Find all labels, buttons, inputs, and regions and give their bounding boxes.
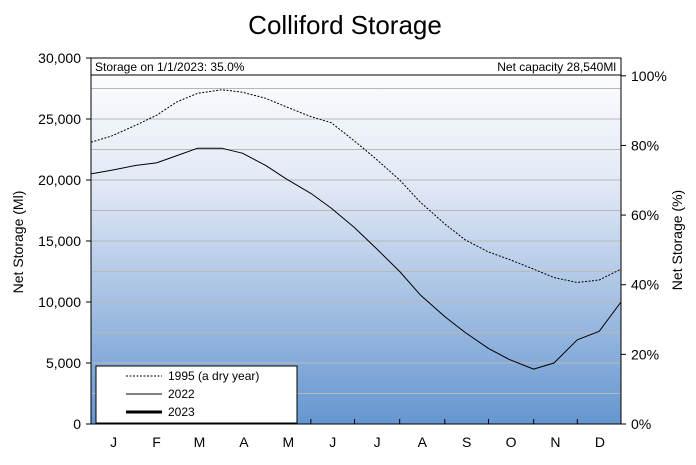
annotation-start-storage: Storage on 1/1/2023: 35.0% [95, 60, 245, 74]
month-label: A [418, 434, 428, 450]
month-label: D [595, 434, 605, 450]
right-tick-label: 60% [631, 207, 659, 223]
legend-label-2023: 2023 [168, 405, 195, 419]
legend-label-2022: 2022 [168, 387, 195, 401]
month-label: J [374, 434, 381, 450]
right-tick-label: 100% [631, 68, 667, 84]
month-label: M [282, 434, 294, 450]
month-label: A [239, 434, 249, 450]
left-tick-label: 0 [73, 416, 81, 432]
month-label: F [152, 434, 161, 450]
right-axis-ticks: 0% 20% 40% 60% 80% 100% [621, 68, 667, 432]
month-label: N [550, 434, 560, 450]
left-tick-label: 25,000 [38, 111, 81, 127]
grid-lines [91, 88, 621, 394]
month-label: J [110, 434, 117, 450]
month-label: J [329, 434, 336, 450]
month-label: O [506, 434, 517, 450]
right-tick-label: 20% [631, 346, 659, 362]
left-tick-label: 5,000 [46, 355, 81, 371]
chart-title: Colliford Storage [248, 10, 442, 40]
legend-label-1995: 1995 (a dry year) [168, 369, 259, 383]
month-label: M [194, 434, 206, 450]
left-axis-ticks: 0 5,000 10,000 15,000 20,000 25,000 30,000 [38, 50, 91, 432]
right-tick-label: 80% [631, 137, 659, 153]
plot-frame [90, 57, 622, 425]
series-line-1995 [90, 89, 622, 283]
left-tick-label: 15,000 [38, 233, 81, 249]
right-tick-label: 40% [631, 277, 659, 293]
annotation-net-capacity: Net capacity 28,540Ml [497, 60, 616, 74]
y-axis-right-label: Net Storage (%) [669, 190, 685, 290]
legend: 1995 (a dry year) 2022 2023 [95, 365, 298, 424]
left-tick-label: 20,000 [38, 172, 81, 188]
left-tick-label: 10,000 [38, 294, 81, 310]
series-line-2022 [90, 147, 622, 370]
month-label: S [462, 434, 471, 450]
series-lines [90, 89, 622, 370]
right-tick-label: 0% [631, 416, 651, 432]
y-axis-left-label: Net Storage (Ml) [10, 191, 26, 294]
left-tick-label: 30,000 [38, 50, 81, 66]
